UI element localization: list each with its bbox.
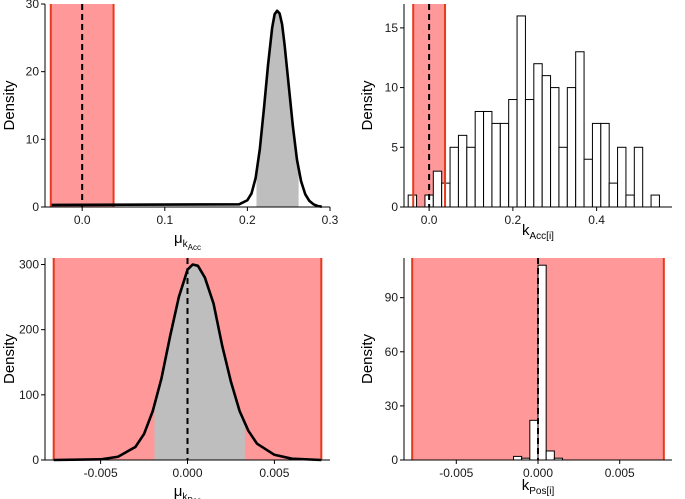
y-tick-label: 10	[385, 81, 399, 95]
y-axis-title: Density	[359, 333, 376, 384]
y-axis-title: Density	[1, 80, 18, 131]
y-axis-title: Density	[1, 333, 18, 384]
x-axis-title: μkPos	[174, 483, 201, 499]
x-tick-label: 0.005	[605, 466, 635, 480]
x-tick-label: 0.0	[74, 213, 91, 227]
y-tick-label: 0	[391, 453, 398, 467]
y-tick-label: 5	[391, 140, 398, 154]
x-axis-title-subsubscript: Acc	[188, 243, 201, 252]
x-axis-title-main: k	[522, 477, 530, 494]
histogram-bar	[499, 122, 510, 208]
y-tick-label: 60	[385, 345, 399, 359]
histogram-bar	[541, 75, 552, 208]
histogram-bar	[529, 419, 539, 461]
histogram-bar	[457, 134, 468, 208]
histogram-bar	[591, 122, 602, 208]
y-tick-label: 30	[26, 0, 40, 11]
x-axis-title-main: μ	[174, 230, 183, 247]
x-axis-title: μkAcc	[174, 230, 201, 252]
histogram-bar	[512, 455, 523, 461]
y-tick-label: 30	[385, 399, 399, 413]
x-axis-title-main: k	[522, 222, 530, 239]
histogram-bar	[545, 450, 555, 461]
hdi-shaded-area	[256, 10, 299, 208]
y-tick-label: 200	[19, 323, 39, 337]
density-curve	[53, 263, 322, 462]
histogram-bar	[617, 146, 627, 208]
histogram-bar	[508, 99, 518, 208]
y-tick-label: 100	[19, 388, 39, 402]
histogram-bar	[516, 15, 526, 208]
density-curve	[51, 9, 322, 208]
histogram-bar	[583, 158, 593, 208]
x-tick-label: 0.4	[588, 213, 605, 227]
panel-accuracy-group-mean: 0 10 20 30 0.0 0.1 0.2 0.3 Density μkAcc	[1, 0, 339, 252]
x-axis-title-subscript: Acc[i]	[530, 231, 555, 242]
histogram-bar	[575, 51, 585, 208]
y-tick-label: 20	[26, 65, 40, 79]
y-tick-label: 300	[19, 258, 39, 272]
x-tick-label: 0.2	[505, 213, 522, 227]
histogram-bar	[491, 122, 501, 208]
x-axis-title: kPos[i]	[522, 477, 555, 497]
x-axis-title-main: μ	[174, 483, 183, 499]
y-tick-label: 10	[26, 132, 40, 146]
x-tick-label: -0.005	[439, 466, 473, 480]
histogram-bar	[650, 194, 660, 208]
histogram-bar	[474, 110, 485, 208]
y-tick-label: 0	[32, 200, 39, 214]
histogram-bar	[550, 87, 560, 208]
histogram-bar	[558, 146, 568, 208]
histogram-bar	[533, 63, 543, 208]
y-tick-label: 15	[385, 21, 399, 35]
histogram-bar	[566, 87, 577, 208]
x-tick-label: 0.2	[239, 213, 256, 227]
y-tick-label: 0	[391, 200, 398, 214]
x-axis-title-subscript: Pos[i]	[529, 486, 554, 497]
y-tick-label: 90	[385, 291, 399, 305]
y-axis-title: Density	[359, 80, 376, 131]
histogram-bar	[432, 170, 443, 208]
panel-accuracy-individual: 0 5 10 15 0.0 0.2 0.4 Density kAcc[i]	[359, 4, 672, 242]
x-tick-label: 0.000	[172, 466, 202, 480]
x-axis-title-subsubscript: Pos	[187, 496, 201, 499]
x-tick-label: -0.005	[84, 466, 118, 480]
histogram-bar	[608, 182, 619, 208]
panel-position-individual: 0 30 60 90 -0.005 0.000 0.005 Density kPos[i]	[359, 258, 672, 497]
histogram-bar	[524, 99, 535, 208]
histogram-bar	[483, 110, 493, 208]
histogram-bar	[633, 146, 644, 208]
histogram-bar	[449, 146, 459, 208]
x-tick-label: 0.000	[523, 466, 553, 480]
histogram-bar	[625, 194, 635, 208]
histogram-bar	[537, 264, 547, 461]
x-axis-title-subscript: k	[182, 492, 188, 499]
hdi-shaded-area	[154, 264, 245, 460]
histogram-bar	[600, 122, 610, 208]
x-tick-label: 0.005	[259, 466, 289, 480]
y-tick-label: 0	[32, 453, 39, 467]
x-tick-label: 0.3	[322, 213, 339, 227]
x-tick-label: 0.1	[156, 213, 173, 227]
x-tick-label: 0.0	[421, 213, 438, 227]
panel-position-group-mean: 0 100 200 300 -0.005 0.000 0.005 Density μkPos	[1, 258, 330, 499]
x-axis-title-subscript: k	[183, 239, 189, 250]
histogram-bar	[466, 146, 476, 208]
x-axis-title: kAcc[i]	[522, 222, 554, 242]
